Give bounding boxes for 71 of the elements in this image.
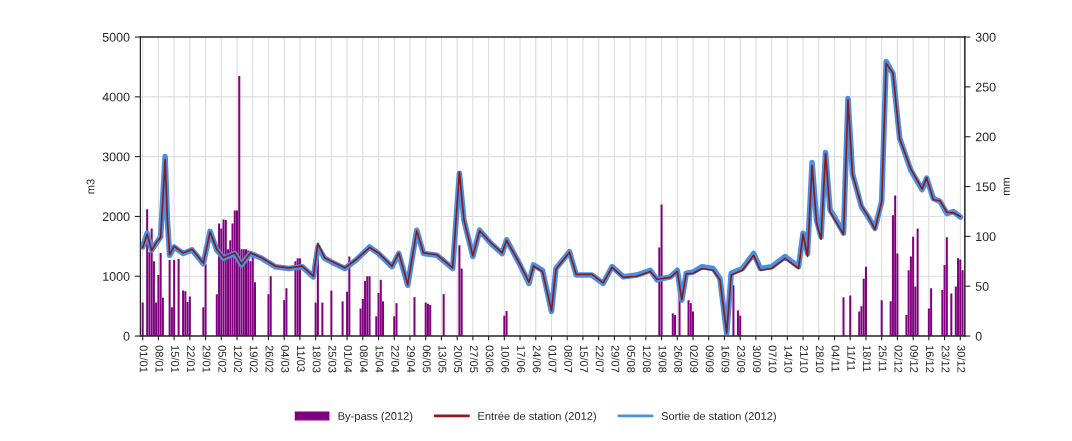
x-tick-label: 27/05 xyxy=(469,345,479,373)
y2-axis-title: mm xyxy=(1003,178,1010,196)
x-tick-label: 22/04 xyxy=(391,345,400,373)
x-tick-label: 08/07 xyxy=(564,345,573,373)
y-tick-label: 2000 xyxy=(102,212,130,222)
x-tick-label: 18/03 xyxy=(312,345,321,373)
x-tick-label: 15/07 xyxy=(579,345,589,373)
y-tick-label: 0 xyxy=(123,331,130,341)
x-tick-label: 16/12 xyxy=(925,345,935,373)
y2-tick-label: 100 xyxy=(976,232,996,242)
legend-label: By-pass (2012) xyxy=(338,411,413,423)
x-tick-label: 01/07 xyxy=(548,345,557,373)
x-tick-label: 04/03 xyxy=(281,345,290,373)
x-tick-label: 28/10 xyxy=(815,345,824,373)
x-tick-label: 18/11 xyxy=(862,345,872,372)
x-tick-label: 01/04 xyxy=(344,345,353,373)
y2-tick-label: 50 xyxy=(975,282,989,291)
x-tick-label: 16/09 xyxy=(721,345,730,373)
x-tick-label: 02/12 xyxy=(894,345,903,373)
x-tick-label: 15/01 xyxy=(171,345,180,373)
x-tick-label: 12/08 xyxy=(642,345,652,373)
x-tick-label: 26/02 xyxy=(265,345,274,373)
legend-label: Sortie de station (2012) xyxy=(661,411,776,423)
x-tick-label: 21/10 xyxy=(800,345,809,373)
x-tick-label: 22/01 xyxy=(186,345,196,373)
x-tick-label: 10/06 xyxy=(501,345,510,373)
y-tick-label: 3000 xyxy=(102,152,130,162)
x-tick-label: 23/12 xyxy=(941,345,950,373)
y-tick-label: 4000 xyxy=(102,92,130,102)
legend-label: Entrée de station (2012) xyxy=(478,411,596,423)
x-tick-label: 19/08 xyxy=(658,345,667,373)
x-tick-label: 30/12 xyxy=(957,345,966,373)
x-tick-label: 23/09 xyxy=(737,345,746,373)
y-axis-title: m3 xyxy=(86,179,95,194)
x-tick-label: 05/02 xyxy=(218,345,227,373)
x-tick-label: 20/05 xyxy=(454,345,463,373)
x-tick-label: 08/04 xyxy=(359,345,368,373)
y-tick-label: 5000 xyxy=(102,32,130,42)
x-tick-label: 12/02 xyxy=(234,345,243,373)
x-tick-label: 30/09 xyxy=(752,345,762,373)
x-tick-label: 25/03 xyxy=(328,345,337,373)
x-tick-label: 02/09 xyxy=(690,345,699,373)
x-tick-label: 29/04 xyxy=(407,345,416,373)
y2-tick-label: 150 xyxy=(976,182,996,192)
x-tick-label: 11/11 xyxy=(847,345,856,371)
y2-tick-label: 250 xyxy=(975,82,996,92)
x-tick-label: 29/01 xyxy=(202,345,211,373)
x-tick-label: 01/01 xyxy=(139,345,148,373)
x-tick-label: 26/08 xyxy=(674,345,683,373)
x-tick-label: 22/07 xyxy=(595,345,604,373)
x-tick-label: 09/09 xyxy=(705,345,714,373)
x-tick-label: 11/03 xyxy=(296,345,306,372)
y-tick-label: 1000 xyxy=(103,272,130,281)
x-tick-label: 13/05 xyxy=(438,345,447,373)
x-tick-label: 06/05 xyxy=(422,345,431,373)
x-tick-label: 03/06 xyxy=(485,345,494,373)
x-tick-label: 25/11 xyxy=(878,345,887,372)
x-tick-label: 14/10 xyxy=(784,345,793,373)
x-tick-label: 08/01 xyxy=(155,345,164,373)
x-tick-label: 04/11 xyxy=(831,345,840,372)
x-tick-label: 07/10 xyxy=(768,345,777,373)
x-tick-label: 24/06 xyxy=(532,345,541,373)
x-tick-label: 29/07 xyxy=(611,345,620,373)
x-tick-label: 17/06 xyxy=(517,345,526,373)
y2-tick-label: 0 xyxy=(975,331,982,341)
x-tick-label: 05/08 xyxy=(627,345,636,373)
y2-tick-label: 300 xyxy=(975,32,996,42)
y2-tick-label: 200 xyxy=(975,132,996,142)
x-tick-label: 19/02 xyxy=(249,345,258,373)
x-tick-label: 15/04 xyxy=(375,345,384,373)
x-tick-label: 09/12 xyxy=(910,345,919,373)
